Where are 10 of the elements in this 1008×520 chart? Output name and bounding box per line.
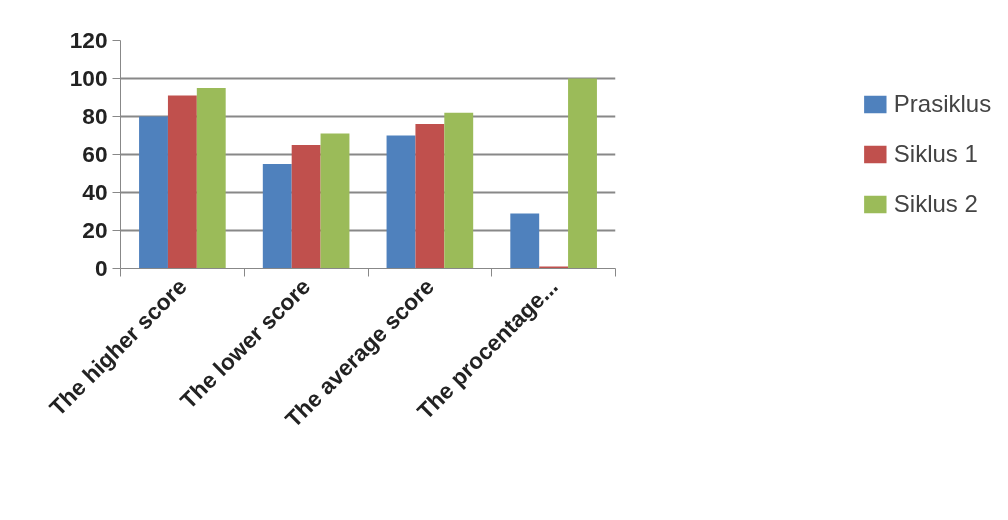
y-tick-label: 120 xyxy=(69,27,108,53)
y-tick-label: 60 xyxy=(82,141,108,167)
y-tick-label: 80 xyxy=(82,103,108,129)
legend-label: Siklus 2 xyxy=(893,190,978,218)
legend-label: Siklus 1 xyxy=(893,140,978,168)
legend-label: Prasiklus xyxy=(893,90,992,118)
y-tick-label: 100 xyxy=(69,65,108,91)
y-tick-label: 0 xyxy=(94,255,108,281)
y-tick-label: 40 xyxy=(82,179,108,205)
y-tick-label: 20 xyxy=(82,217,108,243)
